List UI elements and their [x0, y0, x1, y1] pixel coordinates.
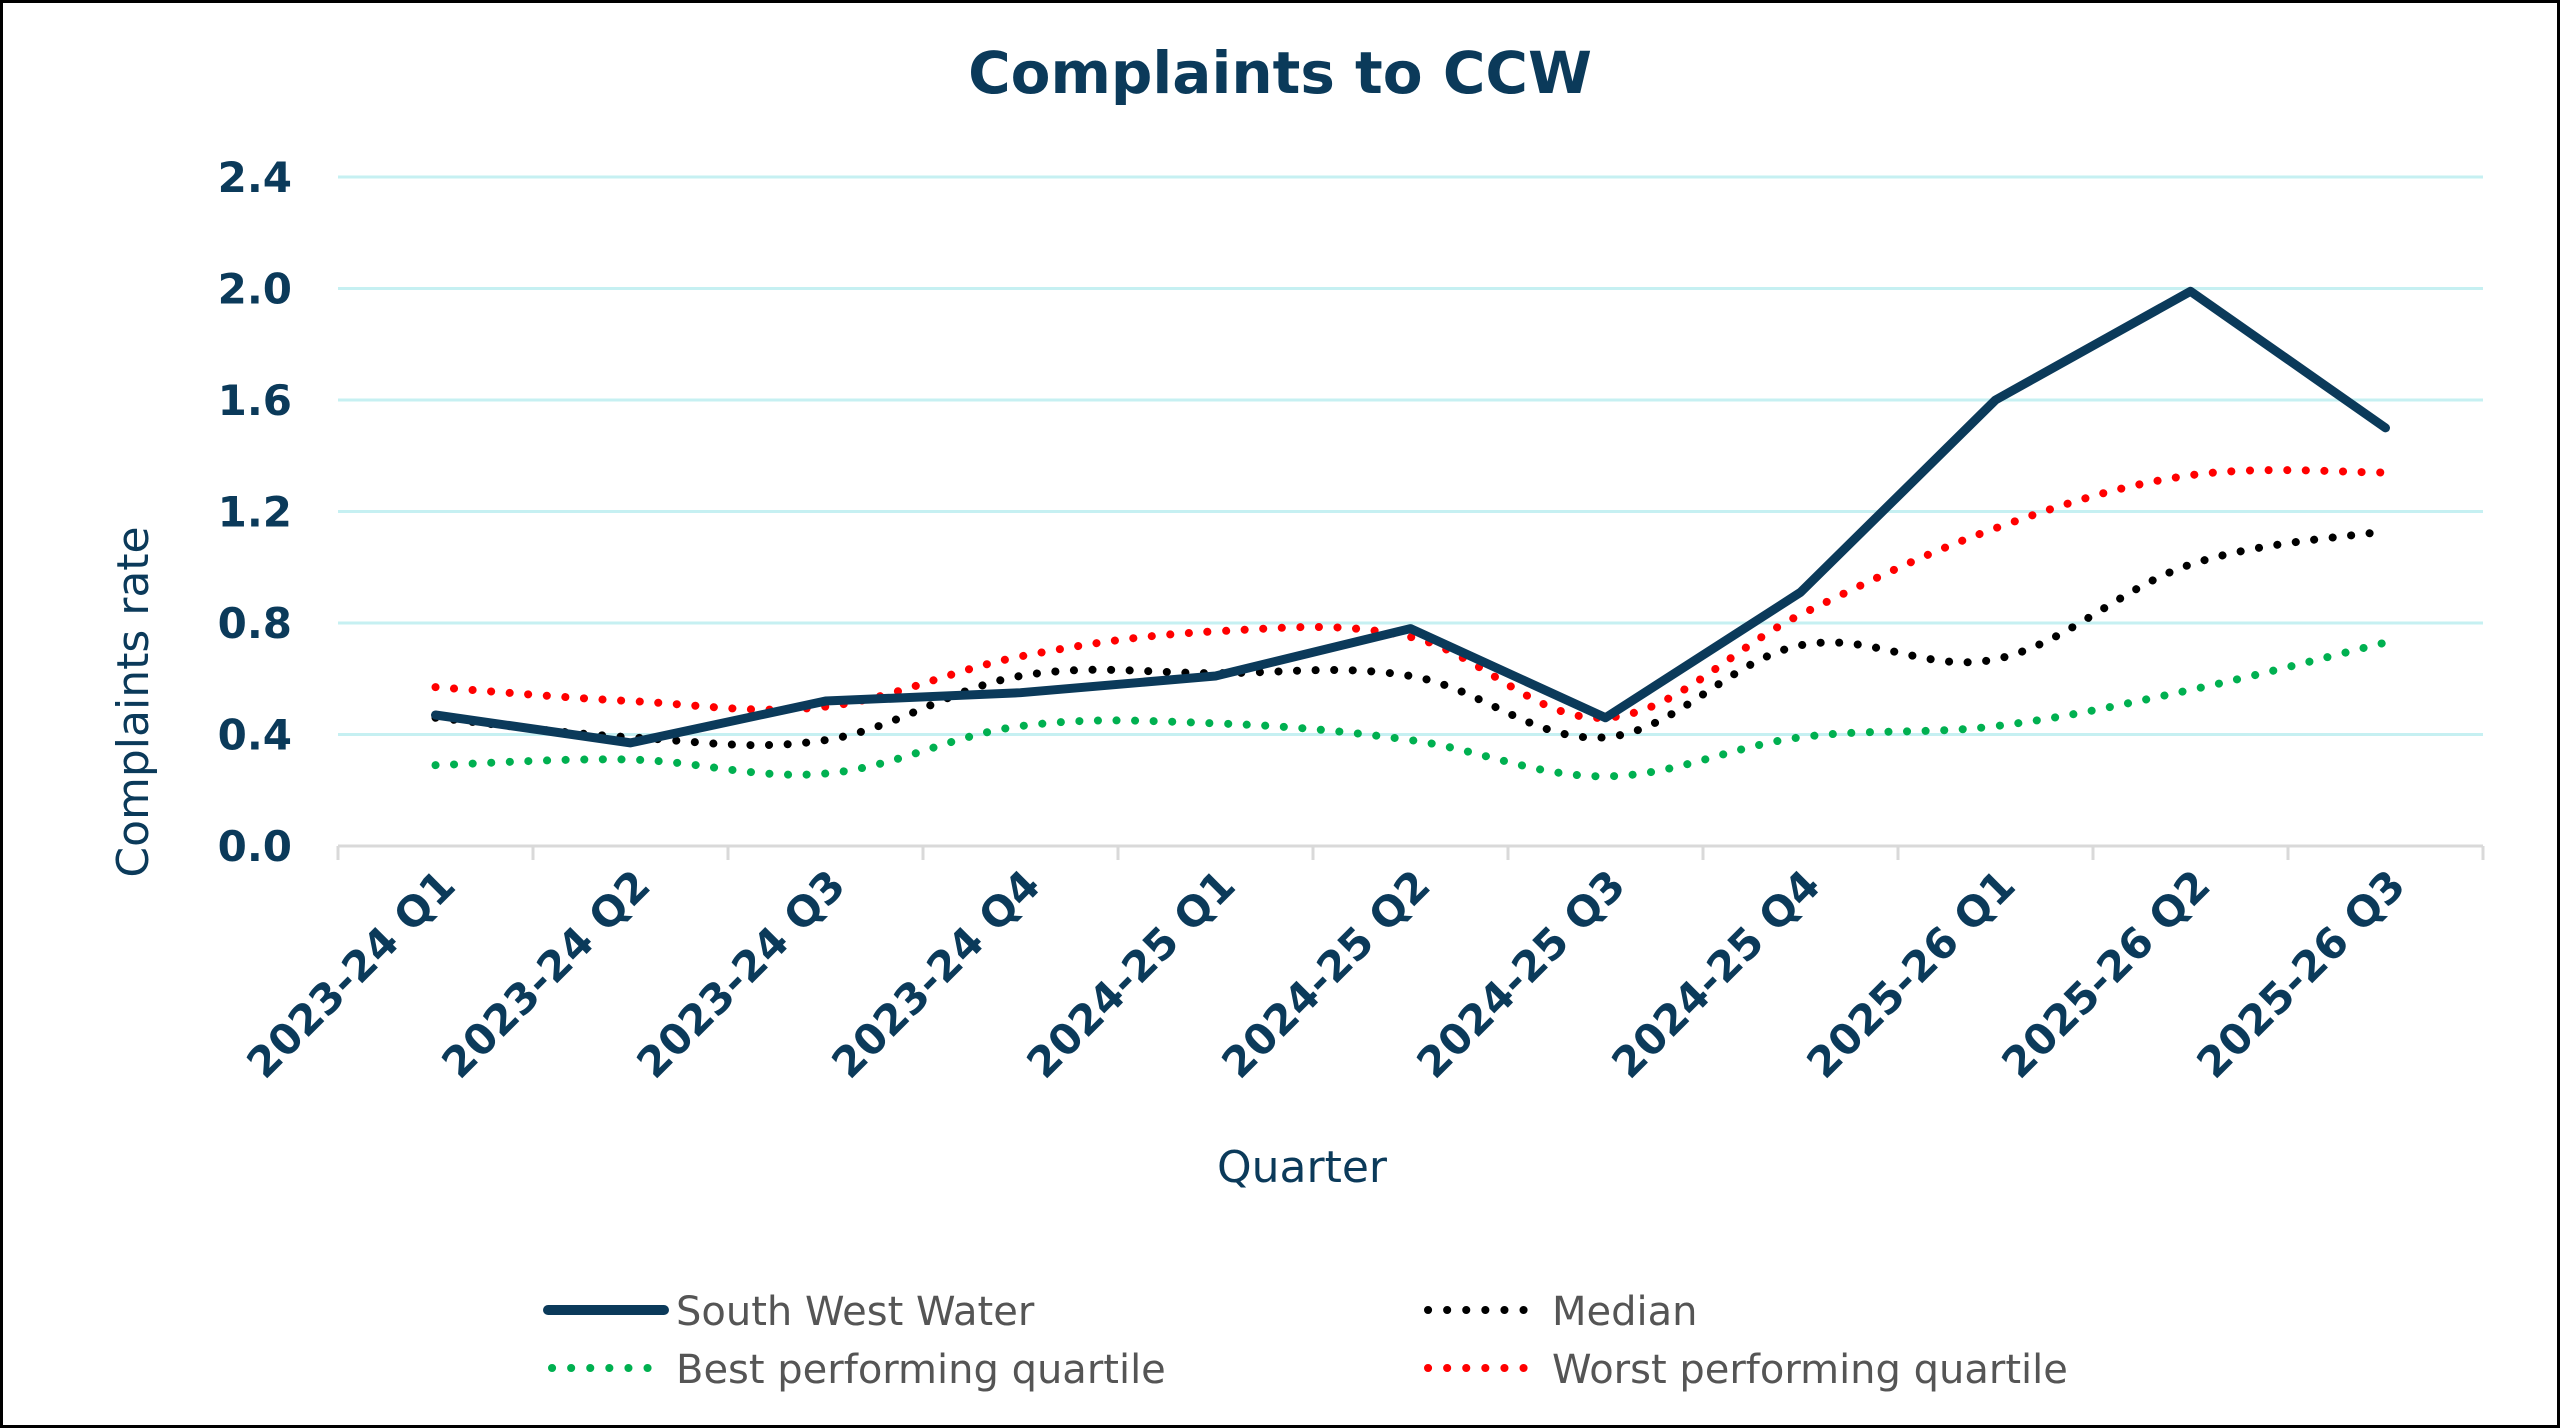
legend-label: Median — [1552, 1289, 1698, 1335]
x-tick-label: 2025-26 Q3 — [2187, 860, 2414, 1087]
x-axis — [336, 844, 2485, 860]
series-line-median — [431, 527, 2390, 750]
x-tick-label: 2023-24 Q4 — [822, 860, 1049, 1087]
legend-label: Best performing quartile — [676, 1347, 1166, 1393]
series-group — [431, 286, 2390, 781]
legend-item: South West Water — [543, 1289, 1035, 1335]
y-tick-label: 0.8 — [218, 599, 292, 648]
x-tick-label: 2024-25 Q1 — [1017, 860, 1244, 1087]
legend-label: Worst performing quartile — [1552, 1347, 2068, 1393]
x-tick-label: 2024-25 Q2 — [1212, 860, 1439, 1087]
legend-item: Best performing quartile — [548, 1347, 1166, 1393]
series-line-best-performing-quartile — [431, 638, 2390, 781]
chart-title: Complaints to CCW — [968, 39, 1592, 107]
y-tick-label: 0.0 — [218, 822, 292, 871]
x-tick-label: 2025-26 Q1 — [1797, 860, 2024, 1087]
y-tick-label: 1.2 — [218, 488, 292, 537]
y-tick-label: 1.6 — [218, 376, 292, 425]
y-tick-label: 0.4 — [218, 711, 292, 760]
y-axis-label: Complaints rate — [108, 526, 159, 877]
gridlines — [338, 175, 2483, 736]
series-line-worst-performing-quartile — [431, 466, 2390, 722]
x-tick-label: 2023-24 Q3 — [627, 860, 854, 1087]
legend-label: South West Water — [676, 1289, 1035, 1335]
y-tick-label: 2.4 — [218, 153, 292, 202]
x-tick-label: 2023-24 Q2 — [432, 860, 659, 1087]
series-line-south-west-water — [431, 286, 2390, 748]
legend-item: Median — [1424, 1289, 1698, 1335]
x-tick-label: 2024-25 Q4 — [1602, 860, 1829, 1087]
x-tick-label: 2024-25 Q3 — [1407, 860, 1634, 1087]
x-tick-label: 2025-26 Q2 — [1992, 860, 2219, 1087]
x-axis-label: Quarter — [1217, 1142, 1388, 1193]
y-tick-label: 2.0 — [218, 265, 292, 314]
x-tick-label: 2023-24 Q1 — [237, 860, 464, 1087]
y-axis-ticks: 0.0 0.4 0.8 1.2 1.6 2.0 2.4 — [218, 153, 292, 871]
legend: South West Water Median Best performing qu… — [543, 1289, 2068, 1393]
legend-item: Worst performing quartile — [1424, 1347, 2068, 1393]
